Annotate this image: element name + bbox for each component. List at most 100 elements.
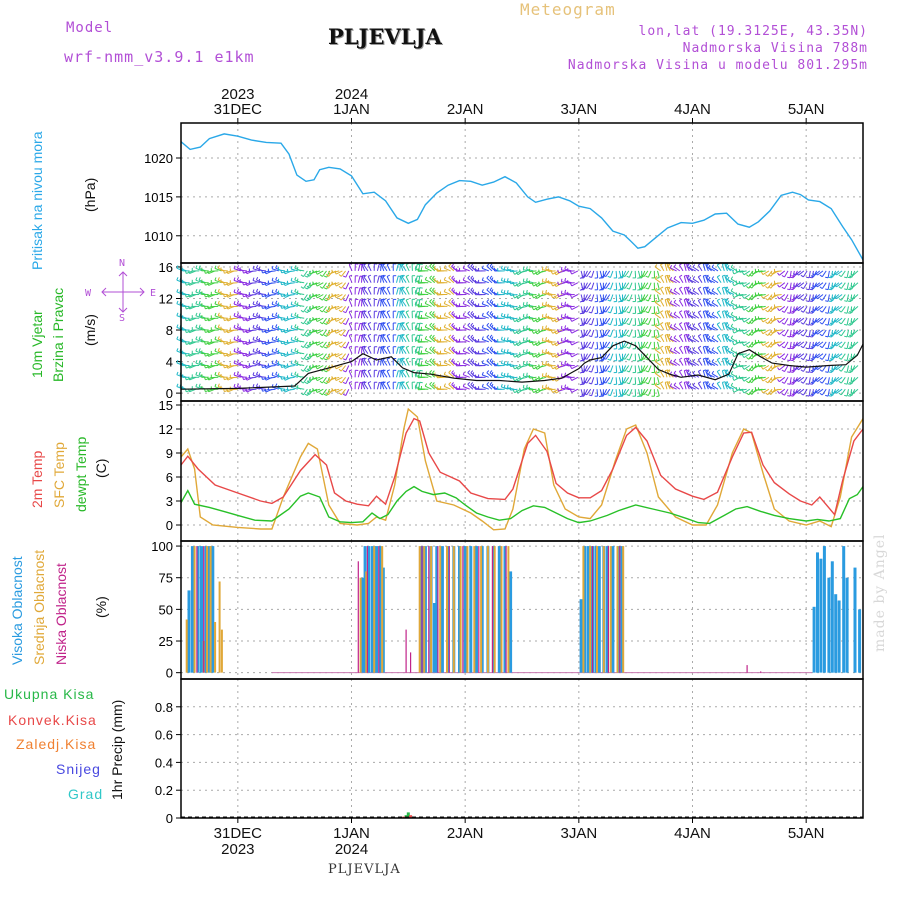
high-cloud-bar bbox=[492, 546, 496, 673]
high-cloud-bar bbox=[190, 546, 194, 673]
high-cloud-bar bbox=[812, 606, 816, 673]
legend-convective-rain: Konvek.Kisa bbox=[8, 712, 97, 728]
y-tick-label: 4 bbox=[166, 355, 173, 370]
low-cloud-bar bbox=[607, 546, 609, 673]
mid-cloud-bar bbox=[430, 546, 433, 673]
high-cloud-bar bbox=[605, 546, 609, 673]
y-tick-label: 0 bbox=[166, 811, 173, 826]
mid-cloud-bar bbox=[622, 546, 625, 673]
low-cloud-bar bbox=[428, 546, 430, 673]
compass-arrows-icon bbox=[101, 271, 145, 313]
mid-cloud-bar bbox=[359, 577, 362, 673]
high-cloud-bar bbox=[423, 546, 427, 673]
x-tick-label-bottom: 2JAN bbox=[447, 825, 484, 842]
low-cloud-bar bbox=[760, 671, 762, 673]
high-cloud-bar bbox=[187, 590, 191, 673]
high-cloud-bar bbox=[463, 546, 467, 673]
x-tick-label-bottom: 1JAN bbox=[333, 825, 370, 842]
dewpt-line bbox=[180, 485, 864, 525]
y-tick-label: 6 bbox=[166, 470, 173, 485]
y-tick-label: 0 bbox=[166, 666, 173, 681]
mid-cloud-bar bbox=[185, 619, 188, 673]
mid-cloud-bar bbox=[466, 546, 469, 673]
compass-w: W bbox=[85, 288, 92, 299]
panel-frame-2 bbox=[180, 400, 864, 542]
x-tick-label-top: 3JAN bbox=[560, 101, 597, 118]
low-cloud-bar bbox=[491, 546, 493, 673]
high-cloud-bar bbox=[583, 546, 586, 673]
high-cloud-bar bbox=[370, 546, 374, 673]
mid-cloud-bar bbox=[446, 546, 448, 673]
high-cloud-bar bbox=[480, 546, 484, 673]
high-cloud-bar bbox=[200, 546, 203, 673]
y-tick-label: 50 bbox=[159, 602, 173, 617]
high-cloud-bar bbox=[830, 561, 834, 673]
mid-cloud-bar bbox=[589, 546, 592, 673]
high-cloud-bar bbox=[594, 546, 598, 673]
low-cloud-bar bbox=[505, 546, 507, 673]
low-cloud-bar bbox=[421, 546, 423, 673]
low-cloud-bar bbox=[462, 546, 464, 673]
compass-n: N bbox=[119, 258, 126, 269]
mid-cloud-bar bbox=[423, 546, 426, 673]
pressure-line bbox=[180, 133, 864, 261]
convective-precip-bar bbox=[409, 815, 413, 818]
low-cloud-bar bbox=[448, 546, 450, 673]
y-tick-label: 0 bbox=[166, 386, 173, 401]
high-cloud-bar bbox=[433, 603, 436, 673]
y-tick-label: 75 bbox=[159, 571, 173, 586]
y-tick-label: 8 bbox=[166, 323, 173, 338]
mid-cloud-bar bbox=[373, 546, 376, 673]
y-tick-label: 25 bbox=[159, 634, 173, 649]
mid-cloud-bar bbox=[206, 546, 209, 673]
x-tick-label-top: 4JAN bbox=[674, 101, 711, 118]
high-cloud-bar bbox=[834, 594, 838, 673]
model-name: wrf-nmm_v3.9.1 e1km bbox=[64, 48, 255, 66]
high-cloud-bar bbox=[822, 546, 826, 673]
station-title: PLJEVLJA bbox=[328, 24, 442, 49]
mid-cloud-bar bbox=[596, 546, 598, 673]
mid-cloud-bar bbox=[609, 546, 612, 673]
model-altitude-text: Nadmorska Visina u modelu 801.295m bbox=[567, 58, 868, 73]
high-cloud-bar bbox=[196, 546, 200, 673]
high-cloud-bar bbox=[440, 546, 444, 673]
model-label: Model bbox=[66, 20, 114, 36]
low-cloud-bar bbox=[405, 629, 407, 673]
x-tick-year-bottom: 2023 bbox=[221, 841, 254, 858]
mid-cloud-bar bbox=[602, 546, 605, 673]
mid-cloud-bar bbox=[365, 571, 368, 673]
y-tick-label: 0 bbox=[166, 518, 173, 533]
mid-cloud-bar bbox=[381, 546, 384, 673]
low-cloud-bar bbox=[746, 665, 748, 673]
x-tick-label-top: 2JAN bbox=[447, 101, 484, 118]
x-tick-label-bottom: 4JAN bbox=[674, 825, 711, 842]
credit-text: made by Angel bbox=[872, 533, 888, 653]
compass-s: S bbox=[119, 313, 126, 324]
legend-freezing-rain: Zaledj.Kisa bbox=[16, 736, 97, 752]
high-cloud-bar bbox=[497, 546, 501, 673]
y-tick-label: 1015 bbox=[144, 190, 173, 205]
low-cloud-bar bbox=[437, 546, 439, 673]
high-cloud-bar bbox=[845, 577, 849, 673]
high-cloud-bar bbox=[509, 571, 513, 673]
total-precip-bar bbox=[406, 812, 410, 818]
low-cloud-bar bbox=[203, 546, 205, 673]
low-cloud-bar bbox=[619, 546, 621, 673]
panel-frame-0 bbox=[180, 122, 864, 264]
mid-cloud-bar bbox=[214, 622, 217, 673]
high-cloud-bar bbox=[375, 546, 378, 673]
low-cloud-bar bbox=[591, 546, 594, 673]
coords-text: lon,lat (19.3125E, 43.35N) bbox=[638, 24, 868, 39]
x-tick-label-bottom: 3JAN bbox=[560, 825, 597, 842]
legend-total-rain: Ukupna Kisa bbox=[4, 686, 95, 702]
mid-cloud-bar bbox=[209, 546, 212, 673]
high-cloud-bar bbox=[586, 546, 590, 673]
y-tick-label: 12 bbox=[159, 291, 173, 306]
panel-frame-4 bbox=[180, 678, 864, 819]
y-tick-label: 15 bbox=[159, 398, 173, 413]
y-tick-label: 0.4 bbox=[155, 755, 173, 770]
sfc-temp-line bbox=[180, 407, 864, 531]
compass-e: E bbox=[150, 288, 157, 299]
high-cloud-bar bbox=[211, 546, 215, 673]
